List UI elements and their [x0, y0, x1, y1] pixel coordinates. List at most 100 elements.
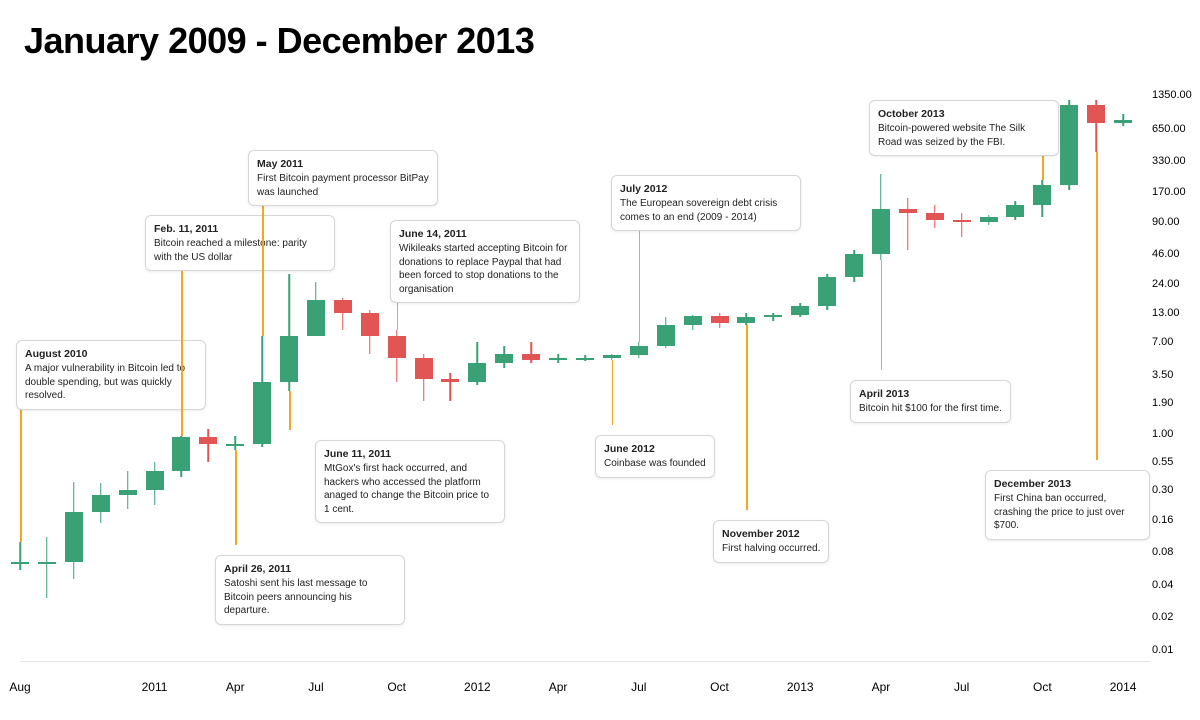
y-tick-label: 170.00: [1152, 186, 1186, 198]
annotation-callout: October 2013 Bitcoin-powered website The …: [869, 100, 1059, 156]
candle: [226, 436, 244, 450]
annotation-title: Feb. 11, 2011: [154, 222, 326, 236]
candle: [764, 313, 782, 321]
annotation-connector: [639, 215, 641, 342]
annotation-callout: June 14, 2011Wikileaks started accepting…: [390, 220, 580, 303]
annotation-text: MtGox's first hack occurred, and hackers…: [324, 463, 489, 515]
y-tick-label: 330.00: [1152, 155, 1186, 167]
candlestick-chart: August 2010 A major vulnerability in Bitc…: [20, 90, 1150, 650]
candle: [1114, 114, 1132, 126]
annotation-text: Satoshi sent his last message to Bitcoin…: [224, 578, 367, 616]
annotation-text: Bitcoin hit $100 for the first time.: [859, 403, 1002, 414]
annotation-callout: Feb. 11, 2011 Bitcoin reached a milestone…: [145, 215, 335, 271]
candle: [657, 317, 675, 348]
x-tick-label: Apr: [872, 680, 891, 694]
x-axis: Aug2011AprJulOct2012AprJulOct2013AprJulO…: [20, 680, 1150, 710]
x-tick-label: Jul: [954, 680, 969, 694]
y-tick-label: 1.90: [1152, 397, 1173, 409]
candle: [415, 354, 433, 402]
y-tick-label: 3.50: [1152, 369, 1173, 381]
candle: [737, 313, 755, 325]
candle: [11, 542, 29, 570]
annotation-title: April 2013: [859, 387, 1002, 401]
y-tick-label: 0.16: [1152, 514, 1173, 526]
candle: [334, 298, 352, 331]
candle: [361, 310, 379, 354]
annotation-connector: [235, 450, 237, 545]
candle: [1060, 100, 1078, 189]
candle: [630, 342, 648, 358]
annotation-callout: November 2012 First halving occurred.: [713, 520, 829, 563]
annotation-connector: [181, 255, 183, 436]
x-tick-label: Jul: [308, 680, 323, 694]
annotation-title: April 26, 2011: [224, 562, 396, 576]
candle: [280, 274, 298, 391]
annotation-connector: [746, 325, 748, 510]
candle: [1006, 201, 1024, 219]
x-tick-label: Oct: [1033, 680, 1052, 694]
annotation-callout: June 11, 2011 MtGox's first hack occurred…: [315, 440, 505, 523]
y-tick-label: 7.00: [1152, 336, 1173, 348]
x-tick-label: 2013: [787, 680, 814, 694]
x-tick-label: Apr: [226, 680, 245, 694]
candle: [92, 483, 110, 523]
candle: [522, 342, 540, 363]
y-tick-label: 46.00: [1152, 248, 1180, 260]
annotation-callout: August 2010 A major vulnerability in Bitc…: [16, 340, 206, 410]
annotation-title: June 11, 2011: [324, 447, 496, 461]
annotation-text: Bitcoin reached a milestone: parity with…: [154, 238, 307, 263]
y-tick-label: 1350.00: [1152, 89, 1192, 101]
candle: [1087, 100, 1105, 152]
x-tick-label: Oct: [710, 680, 729, 694]
annotation-callout: April 26, 2011 Satoshi sent his last mess…: [215, 555, 405, 625]
candle: [199, 429, 217, 462]
candle: [980, 215, 998, 225]
annotation-callout: April 2013 Bitcoin hit $100 for the first…: [850, 380, 1011, 423]
candle: [926, 205, 944, 228]
candle: [495, 346, 513, 369]
candle: [65, 482, 83, 580]
candle: [791, 303, 809, 317]
y-tick-label: 0.02: [1152, 611, 1173, 623]
annotation-text: First halving occurred.: [722, 543, 820, 554]
annotation-title: December 2013: [994, 477, 1141, 491]
candle: [845, 250, 863, 283]
candle: [818, 274, 836, 310]
candle: [38, 537, 56, 598]
annotation-text: First China ban occurred, crashing the p…: [994, 493, 1125, 531]
annotation-text: Bitcoin-powered website The Silk Road wa…: [878, 123, 1025, 148]
candle: [119, 471, 137, 509]
annotation-title: July 2012: [620, 182, 792, 196]
annotation-text: A major vulnerability in Bitcoin led to …: [25, 363, 185, 401]
candle: [146, 462, 164, 505]
y-tick-label: 0.08: [1152, 546, 1173, 558]
annotation-title: August 2010: [25, 347, 197, 361]
annotation-connector: [612, 360, 614, 425]
annotation-title: June 2012: [604, 442, 706, 456]
annotation-text: Coinbase was founded: [604, 458, 706, 469]
candle: [468, 342, 486, 385]
candle: [872, 174, 890, 260]
annotation-title: November 2012: [722, 527, 820, 541]
annotation-title: June 14, 2011: [399, 227, 571, 241]
y-tick-label: 24.00: [1152, 278, 1180, 290]
axis-baseline: [20, 661, 1150, 662]
annotation-callout: July 2012 The European sovereign debt cri…: [611, 175, 801, 231]
annotation-connector: [262, 190, 264, 336]
annotation-title: May 2011: [257, 157, 429, 171]
candle: [576, 355, 594, 361]
chart-title: January 2009 - December 2013: [24, 20, 534, 62]
candle: [953, 213, 971, 238]
y-tick-label: 90.00: [1152, 216, 1180, 228]
x-tick-label: Oct: [387, 680, 406, 694]
x-tick-label: 2011: [142, 680, 168, 694]
y-tick-label: 1.00: [1152, 428, 1173, 440]
annotation-text: First Bitcoin payment processor BitPay w…: [257, 173, 429, 198]
candle: [549, 354, 567, 363]
annotation-title: October 2013: [878, 107, 1050, 121]
candle: [388, 330, 406, 382]
annotation-text: The European sovereign debt crisis comes…: [620, 198, 777, 223]
candle: [711, 313, 729, 328]
x-tick-label: 2012: [464, 680, 491, 694]
y-tick-label: 0.55: [1152, 456, 1173, 468]
